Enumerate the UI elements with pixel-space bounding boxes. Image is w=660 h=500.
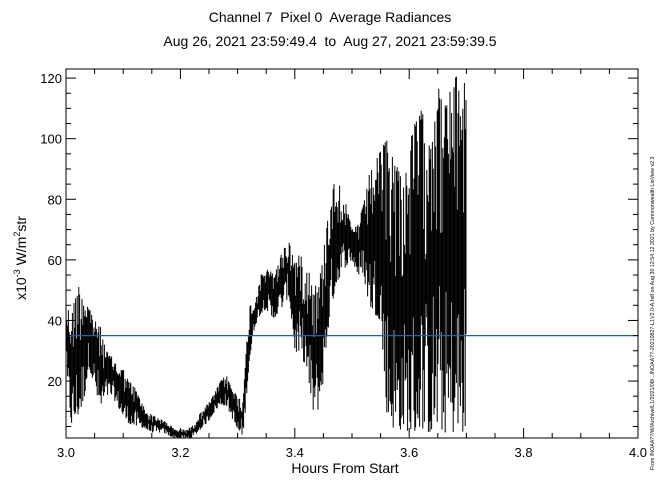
x-tick-label: 4.0 [629,445,647,460]
y-tick-label: 100 [40,132,62,147]
x-tick-label: 3.0 [57,445,75,460]
x-tick-label: 3.6 [400,445,418,460]
x-axis-label: Hours From Start [291,460,398,476]
x-tick-label: 3.4 [286,445,304,460]
data-series [65,76,467,438]
side-caption: From /NOAA??/W/Archive/L1/2021/08/.../NO… [650,156,656,470]
y-tick-label: 80 [48,192,62,207]
y-axis-label: x10-3 W/m2str [12,216,29,300]
x-tick-label: 3.2 [171,445,189,460]
x-tick-labels: 3.0 3.2 3.4 3.6 3.8 4.0 [57,445,647,460]
y-tick-labels: 20 40 60 80 100 120 [40,71,62,389]
y-tick-label: 40 [48,313,62,328]
y-tick-label: 60 [48,253,62,268]
y-tick-label: 120 [40,71,62,86]
axis-ticks [65,69,639,438]
chart-subtitle: Aug 26, 2021 23:59:49.4 to Aug 27, 2021 … [163,33,496,49]
x-tick-label: 3.8 [515,445,533,460]
chart-title: Channel 7 Pixel 0 Average Radiances [209,9,452,25]
y-tick-label: 20 [48,374,62,389]
